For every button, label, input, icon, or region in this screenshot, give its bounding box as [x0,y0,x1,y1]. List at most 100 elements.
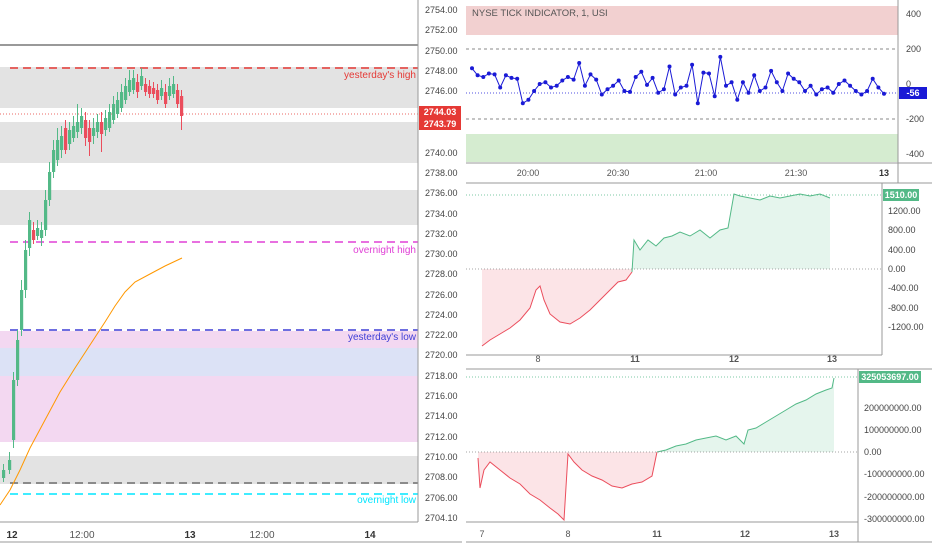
tick-point [599,92,604,97]
tick-point [865,89,870,93]
tick-point [735,97,740,102]
candle-body [52,150,56,172]
candle-body [92,128,96,136]
tick-title: NYSE TICK INDICATOR, 1, USI [472,8,608,19]
bottom-y-label: 100000000.00 [864,425,922,435]
candle-body [112,104,116,120]
bottom-line-negative [477,451,658,522]
tick-point [831,90,836,95]
candle-body [56,140,60,160]
tick-point [616,78,621,83]
candle-body [136,82,140,92]
tick-point [673,92,678,97]
mid-y-label: -1200.00 [888,322,924,332]
tick-x-label: 20:30 [607,168,630,178]
candle-body [148,86,152,94]
bottom-x-label: 8 [565,529,570,539]
price-tick-label: 2710.00 [425,452,458,462]
tick-point [707,71,711,76]
candle-body [8,460,12,470]
price-tick-label: 2738.00 [425,168,458,178]
time-tick-1200b: 12:00 [249,530,274,541]
tick-indicator-panel[interactable]: NYSE TICK INDICATOR, 1, USI 400 200 0 -200 -… [466,0,932,183]
tick-y-label: 0 [906,79,911,89]
tick-point [588,72,593,77]
zone-pink-2 [0,376,418,442]
price-tick-label: 2704.10 [425,513,458,523]
main-price-panel[interactable]: yesterday's high overnight high yesterda… [0,0,418,522]
tick-upper-zone [466,6,898,35]
tick-point [848,83,853,88]
tick-point [509,75,514,80]
tick-point [791,76,796,81]
tick-point [729,80,734,85]
candle-body [68,130,72,144]
tick-point [695,101,700,106]
tick-point [498,85,503,90]
tick-y-label: -200 [906,114,924,124]
time-tick-1200a: 12:00 [69,530,94,541]
tick-point [565,75,570,79]
candle-body [108,112,112,128]
candle-body [168,86,172,96]
tick-point [650,75,655,80]
tick-point [486,71,491,76]
last-price-badge [419,106,461,118]
mid-last-badge [883,189,919,201]
price-tick-label: 2732.00 [425,229,458,239]
mid-area-negative [482,269,632,346]
tick-point [836,82,841,86]
candle-body [152,88,156,94]
cumulative-tick-panel[interactable]: 1200.00 800.00 400.00 0.00 -400.00 -800.00 -12… [466,182,932,364]
tick-point [515,76,520,81]
price-tick-label: 2726.00 [425,290,458,300]
candle-body [84,120,88,138]
tick-point [554,83,559,88]
tick-point [724,83,728,88]
zone-blue [0,348,418,376]
candle-body [28,220,32,248]
candle-body [132,78,136,90]
candle-body [20,290,24,330]
mid-y-label: 1200.00 [888,206,921,216]
tick-point [628,89,632,94]
tick-point [718,54,723,59]
price-tick-label: 2714.00 [425,411,458,421]
mid-area-positive [632,194,830,272]
tick-series [470,54,886,106]
candle-body [172,84,176,94]
candle-body [72,126,76,138]
price-tick-label: 2722.00 [425,330,458,340]
mid-x-label: 8 [535,354,540,364]
candle-body [44,200,48,230]
candle-body [180,96,184,116]
mid-x-label: 12 [729,354,739,364]
tick-point [853,89,858,93]
tick-point [780,89,785,93]
mid-last-value: 1510.00 [885,190,918,200]
candle-body [124,86,128,100]
tick-point [520,101,525,106]
candle-body [128,80,132,92]
tick-point [645,82,649,87]
tick-point [481,75,486,79]
bottom-last-value: 325053697.00 [861,372,919,382]
price-tick-label: 2718.00 [425,371,458,381]
bottom-x-label: 11 [652,529,662,539]
overnight-low-label: overnight low [357,495,417,506]
mid-y-label: 400.00 [888,245,916,255]
tick-point [797,80,802,85]
price-tick-label: 2706.00 [425,493,458,503]
tick-point [684,83,689,88]
tick-point [622,89,627,93]
tick-point [701,70,706,75]
candles [2,68,184,482]
tick-point [661,87,666,92]
candle-body [12,380,16,440]
cumulative-volume-panel[interactable]: 200000000.00 100000000.00 0.00 -100000000.0… [466,368,932,542]
mid-y-label: -800.00 [888,303,919,313]
time-tick-12: 12 [6,530,18,541]
main-price-axis[interactable]: 2754.00 2752.00 2750.00 2748.00 2746.00 2740.… [417,0,461,523]
price-tick-label: 2716.00 [425,391,458,401]
candle-body [76,122,80,132]
